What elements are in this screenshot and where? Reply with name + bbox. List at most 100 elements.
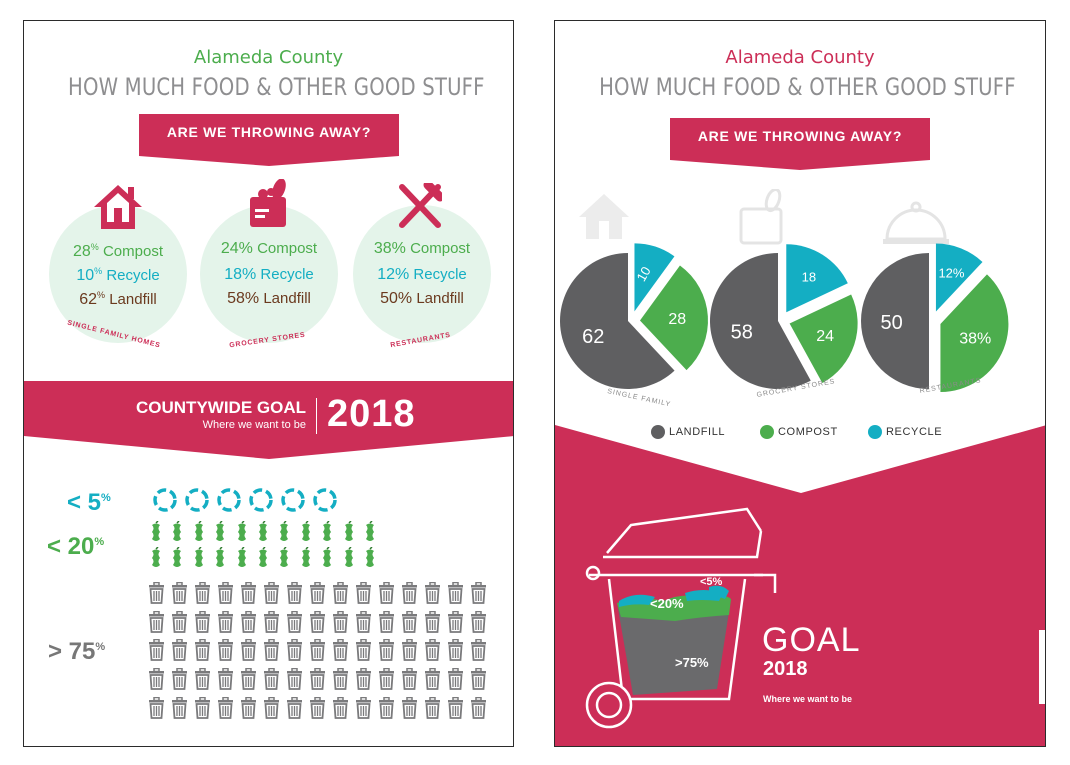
trash-can-icon [263,696,280,724]
apple-core-row [148,520,383,548]
apple-core-icon [341,520,357,548]
homes-compost: 28% Compost [72,242,163,260]
goal-band [24,381,513,459]
goal-word: GOAL [762,621,861,659]
trash-can-icon [171,610,188,638]
trash-can-icon [447,667,464,695]
pie-label-landfill: 50 [880,312,902,334]
trash-can-icon [194,610,211,638]
legend-compost: COMPOST [760,425,838,439]
apple-core-icon [319,520,335,548]
apple-core-icon [212,546,228,574]
target-recycle-label: < 5% [67,489,111,516]
trash-can-icon [217,638,234,666]
trash-can-icon [355,696,372,724]
trash-can-row [148,610,493,638]
legend-dot-recycle [868,425,882,439]
trash-can-icon [148,638,165,666]
trash-can-icon [148,667,165,695]
trash-can-icon [217,667,234,695]
pie-slice-recycle [634,243,675,312]
pie-label-recycle: 10 [633,264,653,284]
trash-can-row [148,638,493,666]
recycle-icon [280,487,306,518]
cloche-icon-ghost [883,201,949,244]
trash-can-icon [263,581,280,609]
trash-can-icon [401,581,418,609]
trash-can-icon [447,610,464,638]
trash-can-icon [240,667,257,695]
trash-can-icon [332,696,349,724]
grocery-bag-icon [250,179,286,227]
trash-can-icon [355,581,372,609]
trash-can-icon [401,696,418,724]
trash-can-icon [309,581,326,609]
apple-core-icon [362,546,378,574]
target-compost-label: < 20% [47,533,105,560]
trash-can-icon [217,581,234,609]
apple-core-icon [298,520,314,548]
trash-can-icon [424,638,441,666]
trash-can-icon [332,610,349,638]
trash-can-icon [355,610,372,638]
question-banner-right: ARE WE THROWING AWAY? [670,118,930,170]
pie-label-compost: 24 [816,328,834,345]
goal-title: COUNTYWIDE GOAL [136,398,306,417]
apple-core-icon [234,546,250,574]
trash-can-row [148,667,493,695]
trash-can-icon [263,610,280,638]
apple-core-icon [169,546,185,574]
trash-can-icon [194,581,211,609]
apple-core-icon [148,520,164,548]
pie-slice-compost [789,294,858,384]
trash-can-icon [309,696,326,724]
trash-can-icon [424,581,441,609]
trash-can-icon [447,696,464,724]
trash-can-icon [424,667,441,695]
trash-can-icon [378,610,395,638]
trash-can-icon [355,638,372,666]
bin-compost-label: <20% [650,596,684,611]
recycle-icon-row [152,487,344,518]
restaurants-landfill: 50% Landfill [380,290,464,307]
bin-landfill-label: >75% [675,655,709,670]
county-title: Alameda County [193,47,344,68]
house-icon-ghost [579,194,629,239]
trash-can-icon [263,638,280,666]
pie-caption: SINGLE FAMILY [607,388,672,408]
homes-landfill: 62% Landfill [79,290,157,308]
pie-label-compost: 28 [668,311,686,328]
apple-core-icon [319,546,335,574]
trash-bin-illustration [585,507,777,729]
trash-can-icon [171,667,188,695]
trash-can-icon [332,667,349,695]
trash-can-icon [332,581,349,609]
goal-subtitle: Where we want to be [202,419,306,431]
pie-label-compost: 38% [959,331,991,348]
trash-can-icon [240,696,257,724]
trash-can-row [148,696,493,724]
trash-can-icon [286,667,303,695]
grocery-recycle: 18% Recycle [224,266,314,283]
bin-recycle-label: <5% [700,576,723,588]
trash-can-icon [263,667,280,695]
county-title-right: Alameda County [725,47,875,68]
sector-circle-grocery [200,205,338,343]
recycle-icon [152,487,178,518]
trash-can-icon [194,667,211,695]
trash-can-icon [378,638,395,666]
pie-label-landfill: 58 [731,321,753,343]
trash-can-row [148,581,493,609]
trash-can-icon [332,638,349,666]
apple-core-icon [276,546,292,574]
target-landfill-label: > 75% [48,638,106,665]
trash-can-icon [217,696,234,724]
homes-recycle: 10% Recycle [76,266,160,284]
headline: HOW MUCH FOOD & OTHER GOOD STUFF [68,73,485,101]
trash-can-icon [240,638,257,666]
apple-core-icon [191,520,207,548]
trash-can-icon [355,667,372,695]
trash-can-icon [171,696,188,724]
pie-label-recycle: 12% [938,265,964,280]
